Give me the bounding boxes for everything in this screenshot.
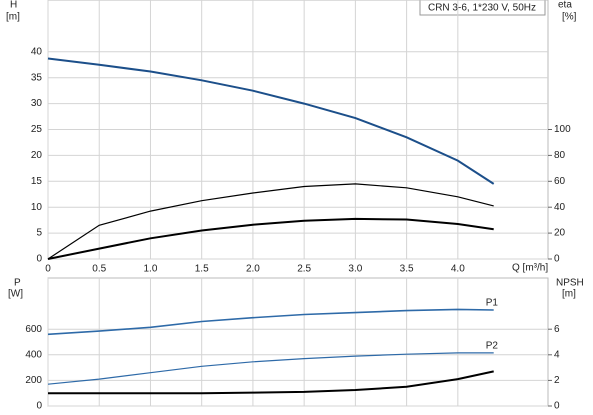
series-line (47, 183, 494, 260)
y-tick-label: 20 (31, 150, 43, 161)
y2-tick-label: 80 (554, 150, 566, 161)
y-tick-label: 25 (31, 124, 43, 135)
y-tick-label: 15 (31, 176, 43, 187)
y2-tick-label: 0 (554, 254, 560, 265)
y2-tick-label: 20 (554, 228, 566, 239)
x-tick-label: 2.5 (297, 264, 311, 275)
y-tick-label: 400 (25, 349, 42, 360)
y-tick-label: 200 (25, 375, 42, 386)
x-tick-label: 2.0 (246, 264, 260, 275)
series-line (48, 370, 494, 395)
y-tick-label: 5 (36, 228, 42, 239)
series-line (47, 352, 494, 385)
y-tick-label: 600 (25, 324, 42, 335)
y-unit: [W] (8, 289, 23, 300)
chart-title: CRN 3-6, 1*230 V, 50Hz (428, 3, 536, 14)
y-unit: [m] (6, 12, 20, 23)
x-tick-label: 0 (45, 264, 51, 275)
title-box (419, 0, 546, 16)
x-tick-label: 3.5 (400, 264, 414, 275)
y2-label: NPSH (556, 278, 584, 289)
y2-unit: [%] (562, 12, 577, 23)
y-tick-label: 35 (31, 72, 43, 83)
x-tick-label: 1.5 (195, 264, 209, 275)
y2-tick-label: 2 (554, 375, 560, 386)
y2-tick-label: 40 (554, 202, 566, 213)
y2-tick-label: 0 (554, 401, 560, 412)
y-tick-label: 0 (36, 254, 42, 265)
y-tick-label: 30 (31, 98, 43, 109)
y-tick-label: 40 (31, 46, 43, 57)
y2-tick-label: 6 (554, 324, 560, 335)
series-line (47, 308, 494, 336)
series-label: P1 (486, 298, 499, 309)
y-tick-label: 0 (36, 401, 42, 412)
y-label: P (14, 278, 21, 289)
x-tick-label: 1.0 (144, 264, 158, 275)
y2-tick-label: 4 (554, 349, 560, 360)
y2-tick-label: 60 (554, 176, 566, 187)
y-label: H (10, 0, 17, 11)
y2-tick-label: 100 (554, 124, 571, 135)
series-line (47, 217, 494, 260)
series-line (47, 57, 495, 185)
y2-label: eta (558, 0, 572, 11)
y2-unit: [m] (562, 289, 576, 300)
x-tick-label: 0.5 (92, 264, 106, 275)
y-tick-label: 10 (31, 202, 43, 213)
x-label: Q [m³/h] (512, 263, 548, 274)
plot-area (47, 277, 549, 407)
series-label: P2 (486, 341, 499, 352)
x-tick-label: 3.0 (348, 264, 362, 275)
x-tick-label: 4.0 (451, 264, 465, 275)
